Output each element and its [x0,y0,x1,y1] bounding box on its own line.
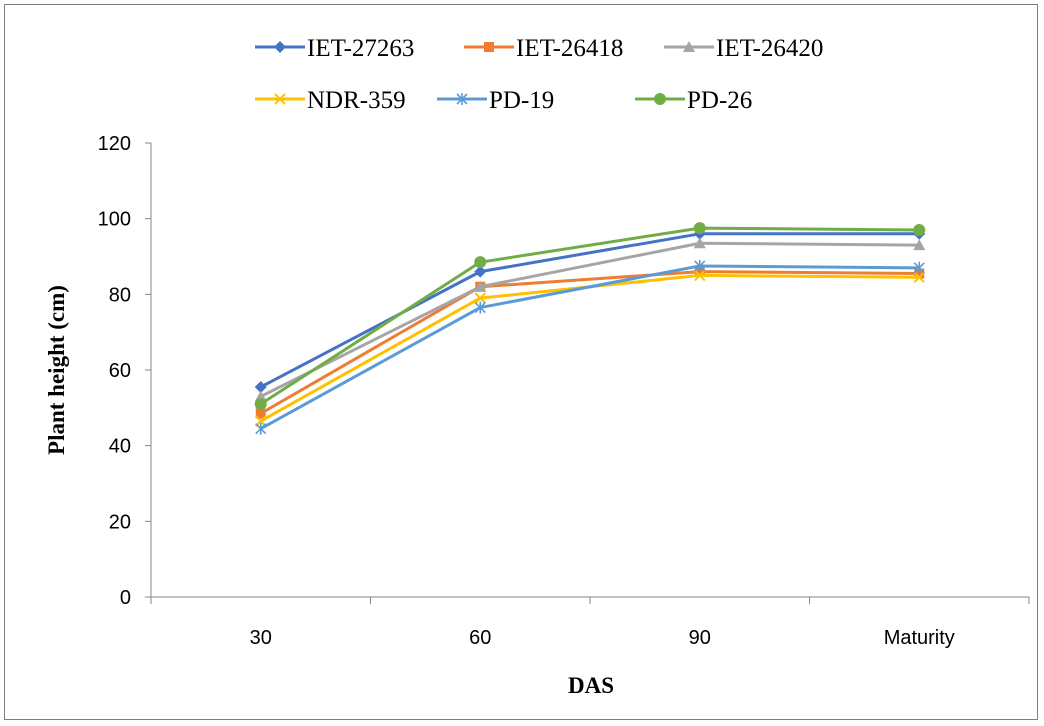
data-point [694,269,706,282]
data-point [474,265,487,278]
x-axis-title: DAS [568,673,614,698]
series-5 [255,259,925,435]
data-point [474,301,486,314]
x-tick-label: Maturity [884,627,955,649]
y-tick-label: 40 [109,436,131,458]
y-tick-label: 60 [109,360,131,382]
y-tick-label: 100 [98,209,131,231]
legend: IET-27263 IET-26418 IET-26420 NDR-359 PD… [255,35,823,114]
legend-label-5: PD-19 [489,87,554,114]
data-point [254,390,267,402]
data-point [254,381,267,394]
legend-entry-5: PD-19 [437,87,554,114]
legend-marker [683,41,695,52]
series-6 [254,222,926,411]
legend-swatch-6 [635,93,685,105]
y-tick-label: 120 [98,133,131,155]
series-line [259,270,920,415]
legend-label-4: NDR-359 [307,87,406,114]
x-tick-label: 90 [689,627,711,649]
legend-marker [274,93,286,105]
legend-entry-1: IET-27263 [255,35,414,62]
legend-entry-3: IET-26420 [664,35,823,62]
legend-label-1: IET-27263 [307,35,414,62]
legend-label-3: IET-26420 [716,35,823,62]
data-point [255,408,266,419]
data-point [913,239,926,251]
data-point [254,398,267,411]
series-layer [254,222,926,435]
y-axis-title: Plant height (cm) [44,285,69,455]
data-point [693,237,706,249]
legend-entry-4: NDR-359 [255,87,406,114]
legend-label-6: PD-26 [687,87,752,114]
x-tick-label: 30 [250,627,272,649]
legend-entry-6: PD-26 [635,87,752,114]
series-line [260,241,920,398]
legend-marker [456,93,468,105]
axes: 0 20 40 60 80 100 120 30 60 90 Maturity [98,133,1030,649]
legend-label-2: IET-26418 [516,35,623,62]
x-tick-label: 60 [469,627,491,649]
data-point [913,224,926,237]
y-tick-label: 20 [109,511,131,533]
y-tick-label: 80 [109,284,131,306]
chart-frame [4,4,1038,720]
legend-swatch-4 [255,93,305,105]
series-line [260,232,920,389]
legend-swatch-5 [437,93,487,105]
data-point [694,259,706,272]
legend-marker [654,93,666,105]
legend-swatch-1 [255,41,305,53]
data-point [913,271,925,284]
data-point [474,280,487,292]
data-point [693,222,706,235]
data-point [913,261,925,274]
legend-marker [484,42,494,52]
series-line [259,226,920,406]
y-tick-label: 0 [120,587,131,609]
data-point [474,292,486,304]
legend-entry-2: IET-26418 [464,35,623,62]
legend-marker [274,41,286,53]
legend-swatch-3 [664,41,714,52]
series-3 [254,237,926,402]
series-line [260,264,920,430]
legend-swatch-2 [464,42,514,52]
data-point [255,422,267,435]
data-point [474,256,487,269]
